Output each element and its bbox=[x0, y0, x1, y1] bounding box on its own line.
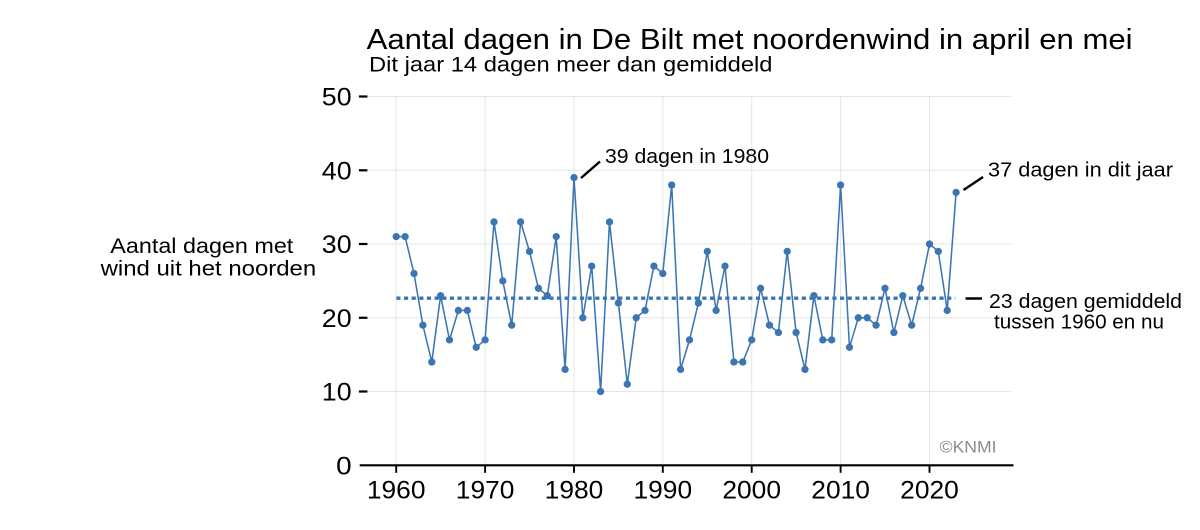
svg-text:tussen 1960 en nu: tussen 1960 en nu bbox=[994, 312, 1164, 334]
svg-text:10: 10 bbox=[322, 379, 352, 407]
svg-text:37 dagen in dit jaar: 37 dagen in dit jaar bbox=[988, 160, 1173, 182]
svg-text:wind uit het noorden: wind uit het noorden bbox=[99, 258, 316, 281]
svg-text:50: 50 bbox=[322, 84, 352, 112]
svg-text:39 dagen in 1980: 39 dagen in 1980 bbox=[605, 146, 769, 168]
svg-text:2020: 2020 bbox=[900, 477, 959, 505]
svg-text:1970: 1970 bbox=[456, 477, 515, 505]
svg-text:20: 20 bbox=[322, 305, 352, 333]
svg-text:1980: 1980 bbox=[545, 477, 604, 505]
svg-text:Aantal dagen in De Bilt met no: Aantal dagen in De Bilt met noordenwind … bbox=[367, 24, 1133, 56]
svg-text:Aantal dagen met: Aantal dagen met bbox=[110, 235, 293, 258]
svg-text:2000: 2000 bbox=[722, 477, 781, 505]
svg-text:30: 30 bbox=[322, 231, 352, 259]
svg-text:0: 0 bbox=[336, 452, 352, 480]
svg-text:1990: 1990 bbox=[634, 477, 693, 505]
svg-text:Dit jaar 14 dagen meer dan gem: Dit jaar 14 dagen meer dan gemiddeld bbox=[369, 53, 773, 77]
svg-text:©KNMI: ©KNMI bbox=[940, 439, 997, 457]
svg-text:2010: 2010 bbox=[811, 477, 870, 505]
svg-text:23 dagen gemiddeld: 23 dagen gemiddeld bbox=[989, 291, 1182, 313]
svg-text:40: 40 bbox=[322, 157, 352, 185]
svg-text:1960: 1960 bbox=[367, 477, 426, 505]
